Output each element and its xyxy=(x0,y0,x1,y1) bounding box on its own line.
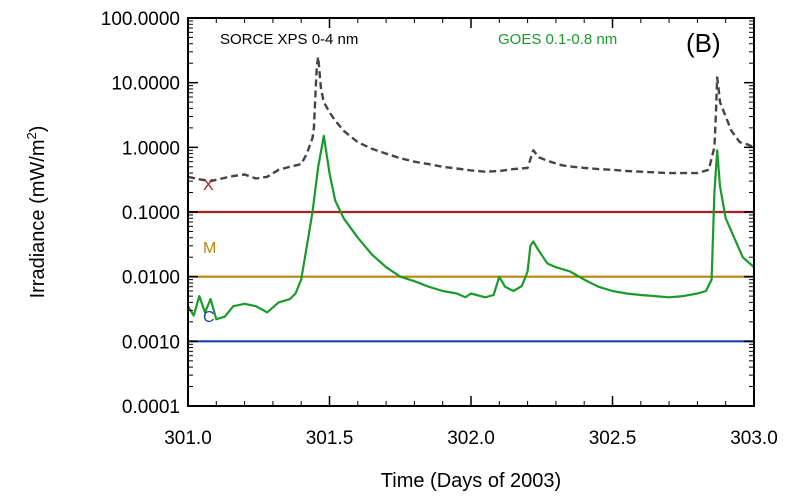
class-label-c: C xyxy=(203,309,215,326)
x-tick-label: 302.0 xyxy=(447,428,495,449)
series-line-sorce xyxy=(187,55,755,183)
series-label-goes: GOES 0.1-0.8 nm xyxy=(498,31,617,48)
y-tick-label: 0.0100 xyxy=(122,268,180,289)
y-axis-title: Irradiance (mW/m2) xyxy=(24,126,49,299)
panel-label: (B) xyxy=(686,28,721,58)
y-axis: 0.0001 0.0010 0.0100 0.1000 1.0000 10.0000 100… xyxy=(101,9,754,418)
y-tick-label: 0.0010 xyxy=(122,332,180,353)
y-tick-label: 10.0000 xyxy=(111,74,180,95)
x-tick-label: 301.0 xyxy=(164,428,212,449)
x-tick-label: 301.5 xyxy=(306,428,354,449)
y-axis-title-end: ) xyxy=(27,126,49,133)
y-tick-label: 1.0000 xyxy=(122,138,180,159)
series-label-sorce: SORCE XPS 0-4 nm xyxy=(220,31,358,48)
y-tick-label: 100.0000 xyxy=(101,9,180,30)
class-label-m: M xyxy=(203,240,216,257)
threshold-lines xyxy=(188,210,754,343)
series-layer xyxy=(187,55,755,321)
y-axis-title-main: Irradiance (mW/m xyxy=(27,140,49,299)
y-axis-title-sup: 2 xyxy=(24,132,39,139)
y-tick-label: 0.1000 xyxy=(122,203,180,224)
x-axis: 301.0 301.5 302.0 302.5 303.0 xyxy=(164,18,778,449)
class-label-x: X xyxy=(203,177,214,194)
x-tick-label: 303.0 xyxy=(730,428,778,449)
y-tick-label: 0.0001 xyxy=(122,397,180,418)
x-tick-label: 302.5 xyxy=(589,428,637,449)
x-axis-title: Time (Days of 2003) xyxy=(381,470,561,492)
series-line-goes xyxy=(187,134,755,321)
